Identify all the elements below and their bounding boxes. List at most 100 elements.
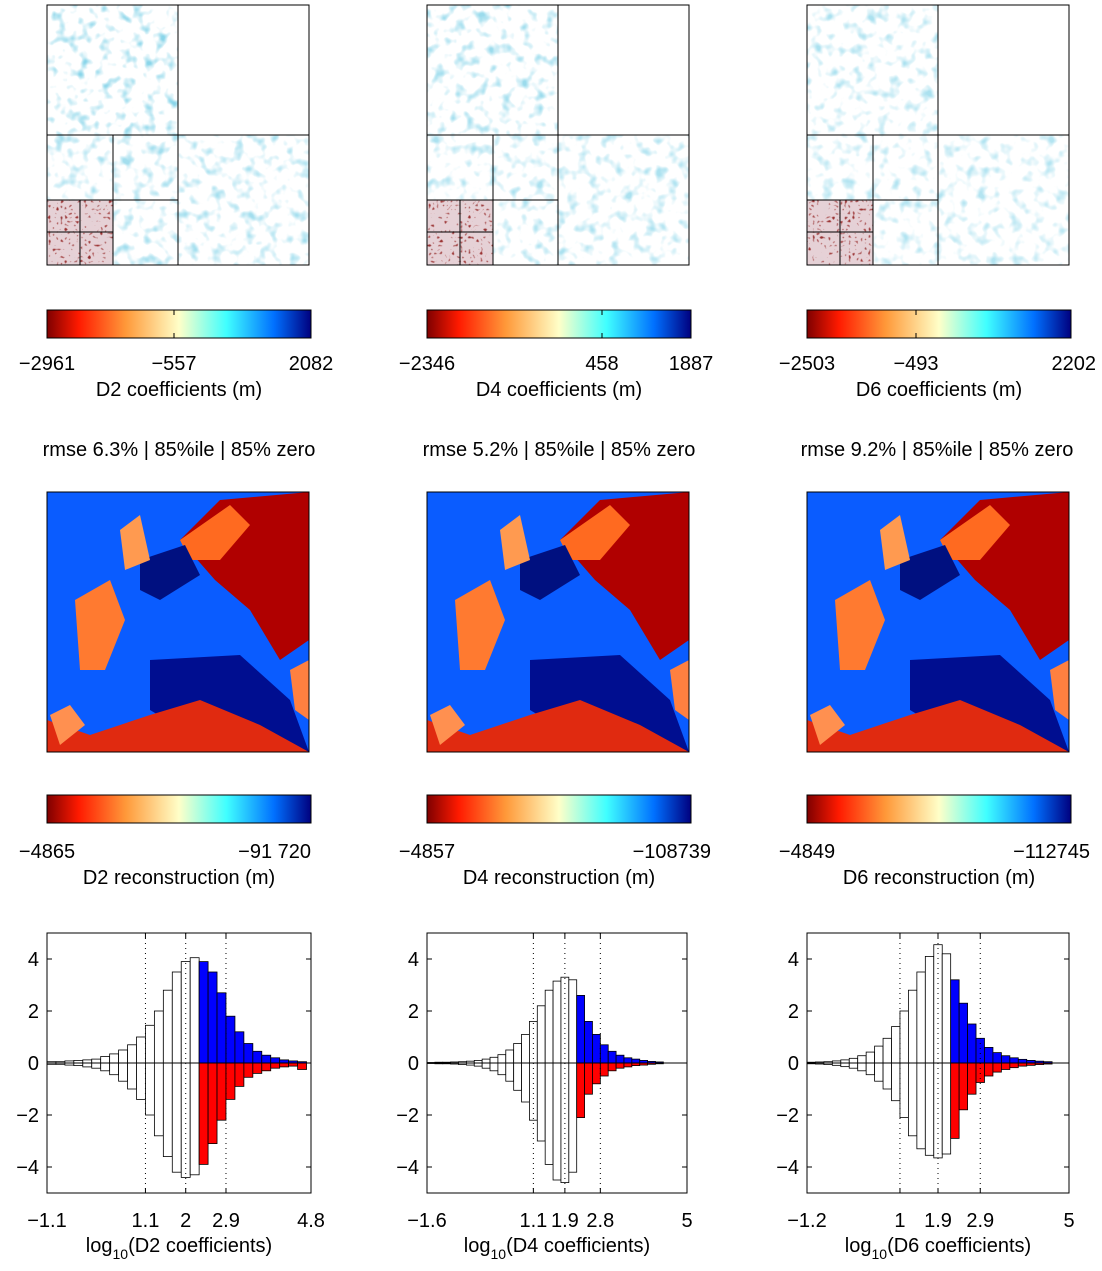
hist-bar-upper	[207, 971, 218, 1064]
hist-bar-lower	[592, 1062, 601, 1085]
x-tick-label: −1.2	[787, 1210, 826, 1232]
hist-bar-lower	[623, 1062, 633, 1068]
hist-bar-upper	[560, 976, 570, 1064]
hist-bar-upper	[916, 971, 926, 1064]
histogram: 4 2 0 −2 −4 −1.1 1.1 2 2.9 4.8 log10(D2 coefficie…	[16, 932, 325, 1262]
hist-bar-lower	[481, 1062, 491, 1069]
hist-bar-lower	[899, 1062, 909, 1118]
hist-bar-upper	[270, 1057, 281, 1064]
hist-bar-lower	[171, 1062, 182, 1173]
hist-bar-upper	[576, 995, 585, 1064]
hist-bar-upper	[584, 1021, 593, 1064]
hist-bar-lower	[100, 1062, 111, 1072]
hist-bar-lower	[162, 1062, 173, 1157]
hist-bar-upper	[261, 1054, 272, 1064]
hist-bar-lower	[848, 1062, 859, 1069]
hist-bar-lower	[497, 1062, 507, 1076]
hist-bar-upper	[189, 957, 200, 1064]
hist-bar-upper	[967, 1023, 977, 1064]
coef-tick-min: −2503	[779, 353, 835, 375]
x-tick-label: 1.9	[551, 1210, 579, 1232]
hist-bar-lower	[513, 1062, 522, 1091]
hist-bar-upper	[552, 980, 562, 1064]
hist-bar-lower	[857, 1062, 867, 1072]
x-tick-label: 4.8	[297, 1210, 325, 1232]
hist-bar-upper	[631, 1058, 641, 1064]
column-d2: −2961 −557 2082 D2 coefficients (m) rmse…	[16, 4, 333, 1262]
y-tick-label: 0	[28, 1053, 39, 1075]
hist-bar-lower	[279, 1062, 290, 1068]
coef-tick-mid: −557	[151, 353, 196, 375]
hist-bar-lower	[865, 1062, 876, 1076]
y-tick-label: 2	[28, 1001, 39, 1023]
hist-bar-upper	[924, 956, 935, 1064]
hist-bar-lower	[536, 1062, 546, 1142]
hist-xlabel: log10(D4 coefficients)	[464, 1235, 650, 1262]
hist-bar-upper	[857, 1055, 867, 1064]
hist-bar-lower	[252, 1062, 263, 1074]
hist-bar-upper	[599, 1044, 609, 1064]
hist-bar-lower	[529, 1062, 538, 1121]
hist-bar-upper	[1017, 1058, 1028, 1064]
hist-bar-lower	[916, 1062, 926, 1150]
hist-bar-upper	[243, 1043, 254, 1064]
hist-bar-lower	[180, 1062, 191, 1178]
hist-bar-upper	[513, 1043, 522, 1064]
y-tick-label: −2	[396, 1105, 419, 1127]
hist-bar-lower	[607, 1062, 617, 1072]
hist-xlabel: log10(D2 coefficients)	[86, 1235, 272, 1262]
coefficient-colorbar: −2961 −557 2082 D2 coefficients (m)	[19, 309, 333, 401]
hist-bar-upper	[536, 1005, 546, 1064]
hist-bar-lower	[908, 1062, 918, 1137]
hist-bar-lower	[91, 1062, 102, 1069]
hist-bar-upper	[521, 1034, 530, 1064]
recon-colorbar-label: D2 reconstruction (m)	[83, 867, 275, 889]
hist-bar-lower	[552, 1062, 562, 1181]
hist-bar-lower	[145, 1062, 155, 1116]
summary-text: rmse 5.2% | 85%ile | 85% zero	[423, 439, 696, 461]
hist-bar-lower	[967, 1062, 977, 1095]
y-tick-label: 0	[408, 1053, 419, 1075]
coef-tick-max: 2202	[1052, 353, 1097, 375]
reconstruction-colorbar: −4865 −91 720 D2 reconstruction (m)	[19, 794, 312, 889]
coefficient-colorbar: −2346 458 1887 D4 coefficients (m)	[399, 309, 713, 401]
coef-colorbar-label: D4 coefficients (m)	[476, 379, 642, 401]
recon-tick-min: −4857	[399, 841, 455, 863]
hist-bar-upper	[984, 1047, 994, 1064]
hist-bar-lower	[136, 1062, 146, 1100]
hist-bar-upper	[908, 989, 918, 1064]
coef-colorbar-label: D6 coefficients (m)	[856, 379, 1022, 401]
hist-bar-lower	[297, 1062, 307, 1070]
hist-bar-lower	[243, 1062, 254, 1078]
hist-bar-lower	[615, 1062, 625, 1069]
hist-xlabel: log10(D6 coefficients)	[845, 1235, 1031, 1262]
hist-bar-lower	[109, 1062, 119, 1076]
hist-bar-upper	[615, 1054, 625, 1064]
hist-bar-lower	[891, 1062, 901, 1102]
hist-bar-lower	[1000, 1062, 1011, 1070]
x-tick-label: 2	[180, 1210, 191, 1232]
reconstruction-map	[426, 491, 690, 753]
hist-bar-upper	[198, 961, 209, 1064]
hist-bar-upper	[153, 1010, 164, 1064]
recon-tick-min: −4849	[779, 841, 835, 863]
hist-bar-upper	[958, 1002, 968, 1064]
recon-tick-max: −91 720	[238, 841, 311, 863]
column-d4: −2346 458 1887 D4 coefficients (m) rmse …	[396, 4, 713, 1262]
hist-bar-lower	[584, 1062, 593, 1095]
recon-tick-max: −108739	[633, 841, 711, 863]
hist-bar-lower	[924, 1062, 935, 1156]
hist-bar-lower	[874, 1062, 884, 1082]
hist-bar-upper	[950, 979, 960, 1064]
hist-bar-upper	[489, 1056, 499, 1064]
hist-bar-lower	[950, 1062, 960, 1139]
coef-tick-mid: 458	[585, 353, 618, 375]
coef-tick-min: −2961	[19, 353, 75, 375]
hist-bar-lower	[270, 1062, 281, 1069]
hist-bar-upper	[899, 1010, 909, 1064]
y-tick-label: 4	[408, 949, 419, 971]
coef-colorbar-label: D2 coefficients (m)	[96, 379, 262, 401]
hist-bar-upper	[848, 1057, 859, 1064]
hist-bar-lower	[560, 1062, 570, 1183]
